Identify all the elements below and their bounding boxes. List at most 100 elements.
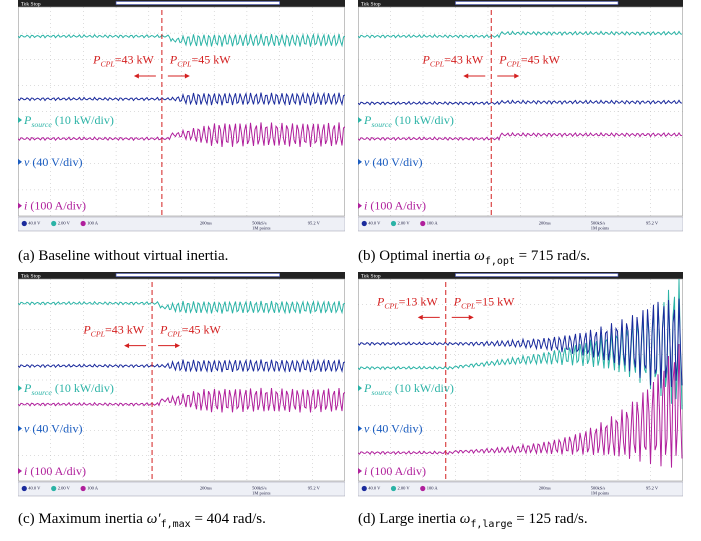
cpl-label-part: CPL	[100, 59, 114, 68]
caption-symbol: ω	[460, 511, 471, 527]
channel-label: v (40 V/div)	[364, 422, 422, 436]
cpl-label-part: =43 kW	[115, 52, 155, 66]
status-value: 100 A	[87, 221, 99, 226]
channel-label-part: source	[371, 388, 392, 397]
status-text: Tek Stop	[21, 2, 41, 8]
status-value: 100 A	[87, 486, 99, 491]
status-value: 1M points	[591, 491, 610, 496]
status-value: 40.0 V	[368, 221, 381, 226]
status-text: Tek Stop	[361, 274, 381, 280]
channel-label: i (100 A/div)	[24, 464, 86, 478]
cpl-label-part: CPL	[461, 301, 475, 310]
channel-label: i (100 A/div)	[364, 464, 426, 478]
cpl-label-part: =45 kW	[182, 323, 222, 337]
cpl-label-part: CPL	[167, 330, 181, 339]
record-bar	[116, 274, 280, 277]
channel-badge	[51, 486, 56, 491]
caption-text: (b) Optimal inertia	[358, 248, 474, 264]
status-value: 95.2 V	[646, 221, 659, 226]
cpl-label-part: =43 kW	[444, 52, 484, 66]
cpl-label-part: CPL	[507, 59, 521, 68]
channel-label-part: source	[371, 120, 392, 129]
caption-text: = 715 rad/s.	[515, 248, 590, 264]
channel-label-part: (10 kW/div)	[392, 381, 454, 395]
cpl-label-part: =43 kW	[105, 323, 145, 337]
channel-label: i (100 A/div)	[24, 199, 86, 213]
status-value: 2.00 V	[58, 486, 71, 491]
cpl-label-part: CPL	[384, 301, 398, 310]
scope-panel: Tek StopPCPL=13 kWPCPL=15 kWPsource (10 …	[358, 272, 683, 497]
caption-symbol: ω′	[147, 511, 161, 527]
status-value: 2.00 V	[398, 221, 411, 226]
caption: (c) Maximum inertia ω′f,max = 404 rad/s.	[18, 511, 266, 530]
status-value: 40.0 V	[28, 221, 41, 226]
channel-badge	[22, 221, 27, 226]
cpl-label-part: =45 kW	[192, 52, 232, 66]
figure: Tek StopPCPL=43 kWPCPL=45 kWPsource (10 …	[0, 0, 701, 541]
caption-text: (c) Maximum inertia	[18, 511, 147, 527]
caption: (b) Optimal inertia ωf,opt = 715 rad/s.	[358, 248, 590, 267]
record-bar	[456, 274, 619, 277]
channel-badge	[51, 221, 56, 226]
caption-text: = 125 rad/s.	[513, 511, 588, 527]
cpl-label-part: =15 kW	[475, 294, 515, 308]
channel-badge	[81, 486, 86, 491]
status-value: 200ms	[200, 486, 212, 491]
status-value: 95.2 V	[308, 221, 321, 226]
channel-label-part: source	[31, 388, 52, 397]
status-value: 200ms	[539, 221, 551, 226]
caption-subscript: f,opt	[485, 256, 515, 267]
status-value: 200ms	[200, 221, 212, 226]
channel-label-part: (100 A/div)	[367, 199, 426, 213]
cpl-label-part: CPL	[91, 330, 105, 339]
channel-label-part: (40 V/div)	[369, 422, 422, 436]
channel-label: i (100 A/div)	[364, 199, 426, 213]
channel-label-part: (100 A/div)	[367, 464, 426, 478]
channel-label-part: (40 V/div)	[29, 422, 82, 436]
status-value: 95.2 V	[308, 486, 321, 491]
scope-panel: Tek StopPCPL=43 kWPCPL=45 kWPsource (10 …	[18, 0, 345, 232]
cpl-label-part: CPL	[430, 59, 444, 68]
status-value: 40.0 V	[368, 486, 381, 491]
channel-label-part: (100 A/div)	[27, 464, 86, 478]
caption-subscript: f,max	[161, 519, 191, 530]
status-value: 40.0 V	[28, 486, 41, 491]
record-bar	[116, 2, 280, 5]
status-value: 2.00 V	[398, 486, 411, 491]
cpl-label-part: CPL	[177, 59, 191, 68]
caption: (a) Baseline without virtual inertia.	[18, 248, 228, 265]
cpl-label-part: =45 kW	[521, 52, 561, 66]
cpl-label-part: =13 kW	[399, 294, 439, 308]
channel-label: v (40 V/div)	[24, 422, 82, 436]
channel-label: v (40 V/div)	[24, 155, 82, 169]
channel-badge	[391, 486, 396, 491]
channel-label-part: source	[31, 120, 52, 129]
status-value: 1M points	[591, 226, 610, 231]
caption-text: = 404 rad/s.	[191, 511, 266, 527]
status-value: 200ms	[539, 486, 551, 491]
caption-text: (a) Baseline without virtual inertia.	[18, 248, 228, 264]
channel-badge	[22, 486, 27, 491]
record-bar	[456, 2, 619, 5]
status-value: 2.00 V	[58, 221, 71, 226]
channel-badge	[391, 221, 396, 226]
channel-badge	[420, 486, 425, 491]
caption-symbol: ω	[474, 248, 485, 264]
channel-label-part: (40 V/div)	[29, 155, 82, 169]
channel-label-part: (10 kW/div)	[52, 381, 114, 395]
caption-subscript: f,large	[470, 519, 512, 530]
status-value: 1M points	[252, 226, 271, 231]
channel-badge	[362, 221, 367, 226]
status-value: 1M points	[252, 491, 271, 496]
status-value: 100 A	[427, 486, 439, 491]
caption: (d) Large inertia ωf,large = 125 rad/s.	[358, 511, 588, 530]
status-value: 100 A	[427, 221, 439, 226]
channel-badge	[81, 221, 86, 226]
channel-label-part: (10 kW/div)	[392, 113, 454, 127]
status-text: Tek Stop	[21, 274, 41, 280]
